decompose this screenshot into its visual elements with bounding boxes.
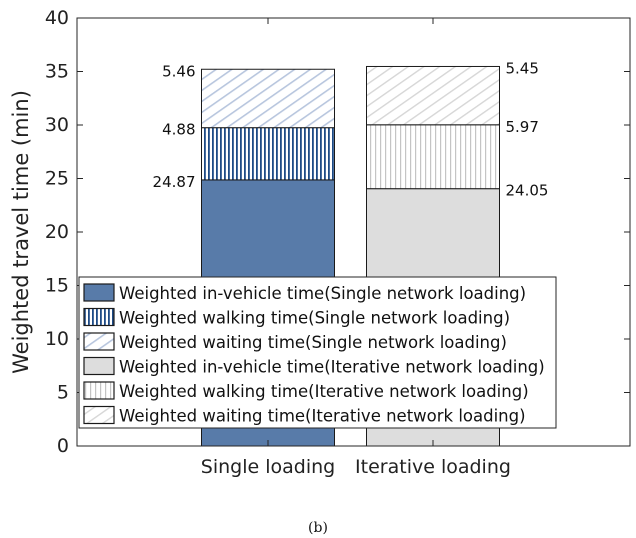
y-tick-label: 35 [45,61,69,83]
y-axis: 0 5 10 15 20 25 30 35 40 [45,7,630,457]
data-label: 5.97 [506,118,539,136]
bar-segment [366,65,500,126]
data-label: 24.87 [153,173,196,191]
legend-swatch [83,332,115,351]
y-tick-label: 30 [45,114,69,136]
legend-label: Weighted waiting time(Single network loa… [119,333,507,352]
y-tick-label: 25 [45,168,69,190]
y-tick-label: 20 [45,221,69,243]
legend-label: Weighted in-vehicle time(Single network … [119,284,526,303]
y-tick-label: 0 [57,435,69,457]
legend-label: Weighted walking time(Iterative network … [119,382,529,401]
bar-segment [201,127,335,181]
x-tick-label: Single loading [201,456,335,478]
y-tick-label: 15 [45,275,69,297]
data-label: 24.05 [506,182,549,200]
legend-swatch [83,356,115,376]
y-tick-label: 40 [45,7,69,29]
legend-swatch [83,381,115,400]
x-tick-label: Iterative loading [355,456,511,478]
legend-swatch [83,283,115,302]
legend-box [78,276,557,429]
data-label: 4.88 [162,121,195,139]
y-tick-label: 5 [57,382,69,404]
bar-segment [201,68,335,129]
legend-swatch [83,307,115,327]
legend-swatch [83,405,115,425]
legend-label: Weighted walking time(Single network loa… [119,309,510,328]
legend: Weighted in-vehicle time(Single network … [78,276,557,429]
data-labels-layer: 24.87 4.88 5.46 24.05 5.97 5.45 [153,59,549,199]
figure-caption: (b) [308,520,328,536]
y-tick-label: 10 [45,328,69,350]
legend-label: Weighted in-vehicle time(Iterative netwo… [119,358,545,377]
x-axis: Single loading Iterative loading [201,18,511,478]
y-axis-label: Weighted travel time (min) [9,90,33,374]
bar-segment [366,124,500,190]
data-label: 5.45 [506,59,539,77]
data-label: 5.46 [162,62,195,80]
legend-label: Weighted waiting time(Iterative network … [119,407,526,426]
